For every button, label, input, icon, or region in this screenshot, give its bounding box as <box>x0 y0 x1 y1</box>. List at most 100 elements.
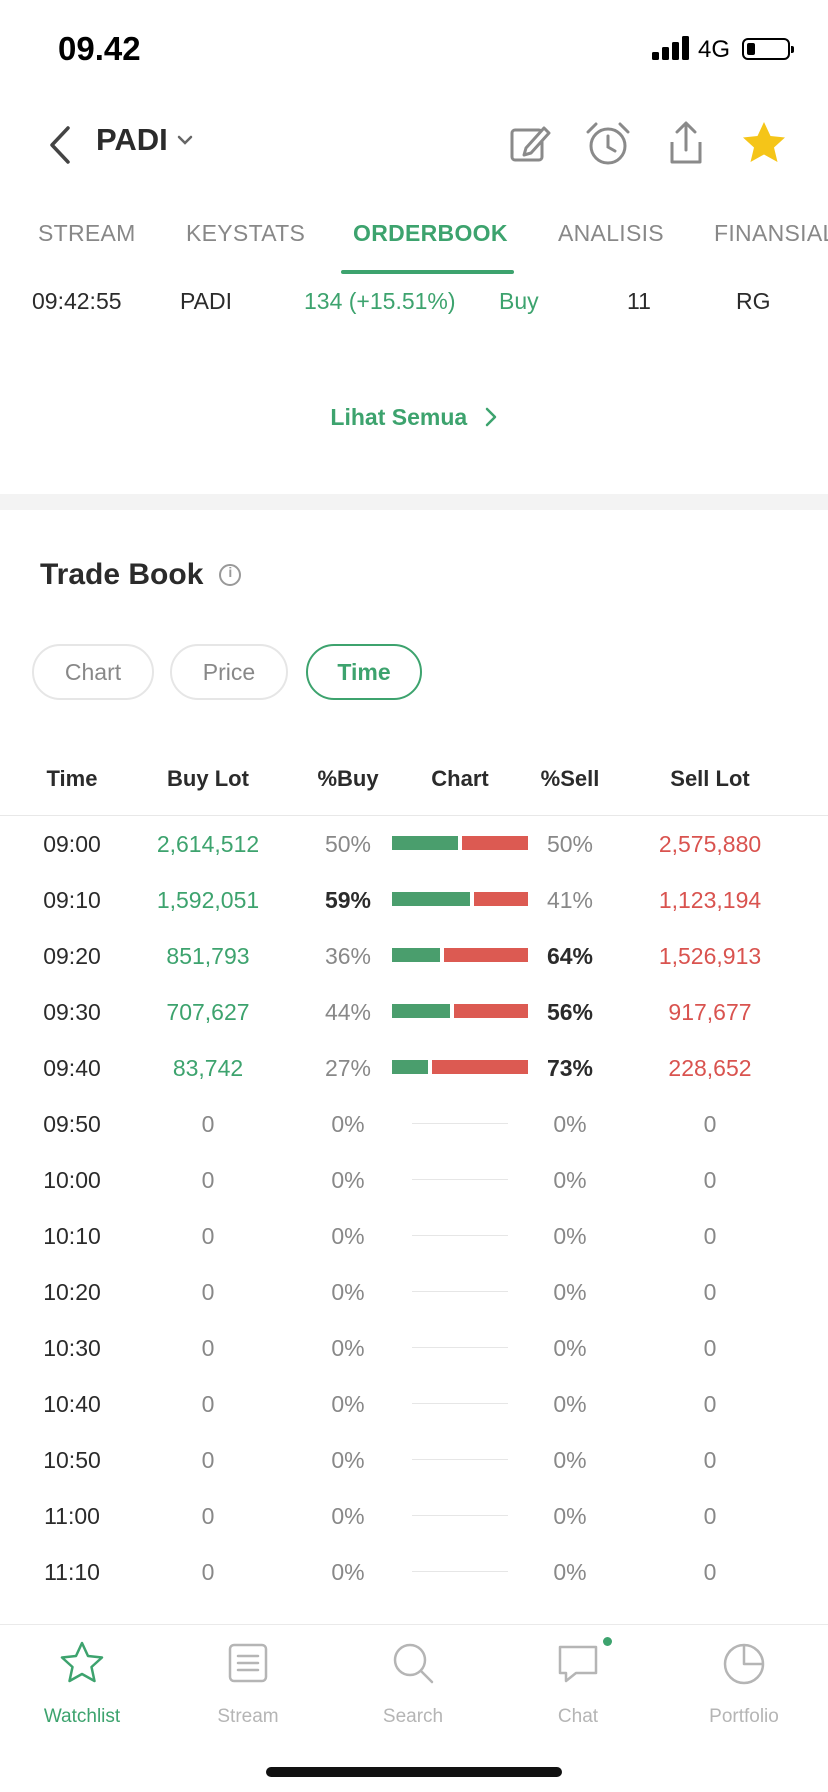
nav-search-label: Search <box>382 1706 444 1727</box>
header: PADI <box>0 100 828 190</box>
row-buy-lot: 0 <box>201 1111 215 1137</box>
buy-bar-segment <box>392 1060 428 1074</box>
sell-bar-segment <box>462 836 528 850</box>
back-chevron-icon[interactable] <box>44 122 78 168</box>
nav-search[interactable]: Search <box>348 1639 478 1728</box>
status-time: 09.42 <box>58 30 141 67</box>
table-row: 09:40 83,742 27% 73% 228,652 <box>0 1040 828 1096</box>
table-row: 10:20 0 0% 0% 0 <box>0 1264 828 1320</box>
row-buy-lot: 0 <box>201 1223 215 1249</box>
search-icon <box>393 1643 434 1684</box>
table-row: 10:30 0 0% 0% 0 <box>0 1320 828 1376</box>
empty-bar-line <box>412 1515 508 1516</box>
tab-finansial[interactable]: FINANSIAL <box>714 220 828 246</box>
share-icon[interactable] <box>660 118 712 170</box>
empty-bar-line <box>412 1403 508 1404</box>
chat-bubble-icon <box>558 1645 598 1683</box>
row-pct-buy: 0% <box>331 1223 365 1249</box>
tradebook-title-text: Trade Book <box>40 558 204 591</box>
row-pct-sell: 0% <box>553 1559 587 1585</box>
row-sell-lot: 0 <box>703 1391 717 1417</box>
pill-time[interactable]: Time <box>306 644 422 700</box>
pill-price[interactable]: Price <box>170 644 288 700</box>
row-time: 09:10 <box>43 887 101 913</box>
row-buy-lot: 0 <box>201 1279 215 1305</box>
buy-bar-segment <box>392 1004 450 1018</box>
row-ratio-bar <box>392 1340 528 1354</box>
table-row: 11:10 0 0% 0% 0 <box>0 1544 828 1600</box>
nav-watchlist[interactable]: Watchlist <box>17 1639 147 1728</box>
favorite-star-icon[interactable] <box>738 118 790 170</box>
row-pct-sell: 0% <box>553 1335 587 1361</box>
table-row: 10:00 0 0% 0% 0 <box>0 1152 828 1208</box>
row-ratio-bar <box>392 1284 528 1298</box>
row-pct-buy: 59% <box>324 887 372 913</box>
row-pct-sell: 56% <box>546 999 594 1025</box>
row-sell-lot: 0 <box>703 1559 717 1585</box>
empty-bar-line <box>412 1571 508 1572</box>
row-sell-lot: 0 <box>703 1167 717 1193</box>
header-pct-buy: %Buy <box>317 766 379 791</box>
nav-chat[interactable]: Chat <box>513 1637 643 1728</box>
row-pct-sell: 0% <box>553 1279 587 1305</box>
chevron-right-icon <box>485 407 496 427</box>
row-time: 11:10 <box>44 1559 100 1585</box>
row-buy-lot: 0 <box>201 1391 215 1417</box>
buy-bar-segment <box>392 892 470 906</box>
see-all-link[interactable]: Lihat Semua <box>0 404 828 431</box>
row-ratio-bar <box>392 1004 528 1018</box>
row-buy-lot: 707,627 <box>166 999 250 1025</box>
nav-stream[interactable]: Stream <box>183 1639 313 1728</box>
row-pct-buy: 36% <box>324 943 372 969</box>
row-buy-lot: 1,592,051 <box>156 887 260 913</box>
empty-bar-line <box>412 1291 508 1292</box>
row-buy-lot: 2,614,512 <box>156 831 260 857</box>
pill-chart[interactable]: Chart <box>32 644 154 700</box>
alarm-icon[interactable] <box>582 118 634 170</box>
row-time: 10:40 <box>43 1391 101 1417</box>
row-pct-sell: 0% <box>553 1167 587 1193</box>
tab-keystats[interactable]: KEYSTATS <box>186 220 306 246</box>
row-pct-buy: 0% <box>331 1279 365 1305</box>
info-icon[interactable] <box>219 564 242 586</box>
row-ratio-bar <box>392 1116 528 1130</box>
row-time: 10:20 <box>43 1279 101 1305</box>
tab-stream[interactable]: STREAM <box>38 220 136 246</box>
row-pct-sell: 0% <box>553 1447 587 1473</box>
row-pct-buy: 0% <box>331 1335 365 1361</box>
row-time: 10:10 <box>43 1223 101 1249</box>
row-time: 10:30 <box>43 1335 101 1361</box>
star-outline-icon <box>60 1641 104 1683</box>
empty-bar-line <box>412 1459 508 1460</box>
edit-icon[interactable] <box>504 118 556 170</box>
row-pct-buy: 0% <box>331 1503 365 1529</box>
sell-bar-segment <box>454 1004 528 1018</box>
row-time: 09:40 <box>43 1055 101 1081</box>
trade-time: 09:42:55 <box>32 288 122 314</box>
tab-orderbook[interactable]: ORDERBOOK <box>353 220 508 246</box>
row-ratio-bar <box>392 1060 528 1074</box>
row-sell-lot: 0 <box>703 1335 717 1361</box>
trade-board: RG <box>736 288 771 314</box>
row-buy-lot: 0 <box>201 1335 215 1361</box>
ticker-selector[interactable]: PADI <box>96 122 194 158</box>
tab-analisis[interactable]: ANALISIS <box>558 220 664 246</box>
row-ratio-bar <box>392 948 528 962</box>
row-time: 09:30 <box>43 999 101 1025</box>
section-divider <box>0 494 828 510</box>
row-time: 10:50 <box>43 1447 101 1473</box>
signal-icon <box>652 36 689 60</box>
nav-watchlist-label: Watchlist <box>43 1706 121 1727</box>
row-time: 09:00 <box>43 831 101 857</box>
nav-chat-label: Chat <box>557 1706 599 1727</box>
tab-bar: STREAM KEYSTATS ORDERBOOK ANALISIS FINAN… <box>0 206 828 276</box>
nav-stream-label: Stream <box>217 1706 279 1727</box>
trade-lot: 11 <box>627 288 651 314</box>
active-tab-indicator <box>341 270 514 274</box>
nav-portfolio[interactable]: Portfolio <box>679 1639 809 1728</box>
row-pct-sell: 73% <box>546 1055 594 1081</box>
header-pct-sell: %Sell <box>540 766 600 791</box>
row-pct-sell: 64% <box>546 943 594 969</box>
row-pct-buy: 0% <box>331 1559 365 1585</box>
row-sell-lot: 917,677 <box>668 999 752 1025</box>
